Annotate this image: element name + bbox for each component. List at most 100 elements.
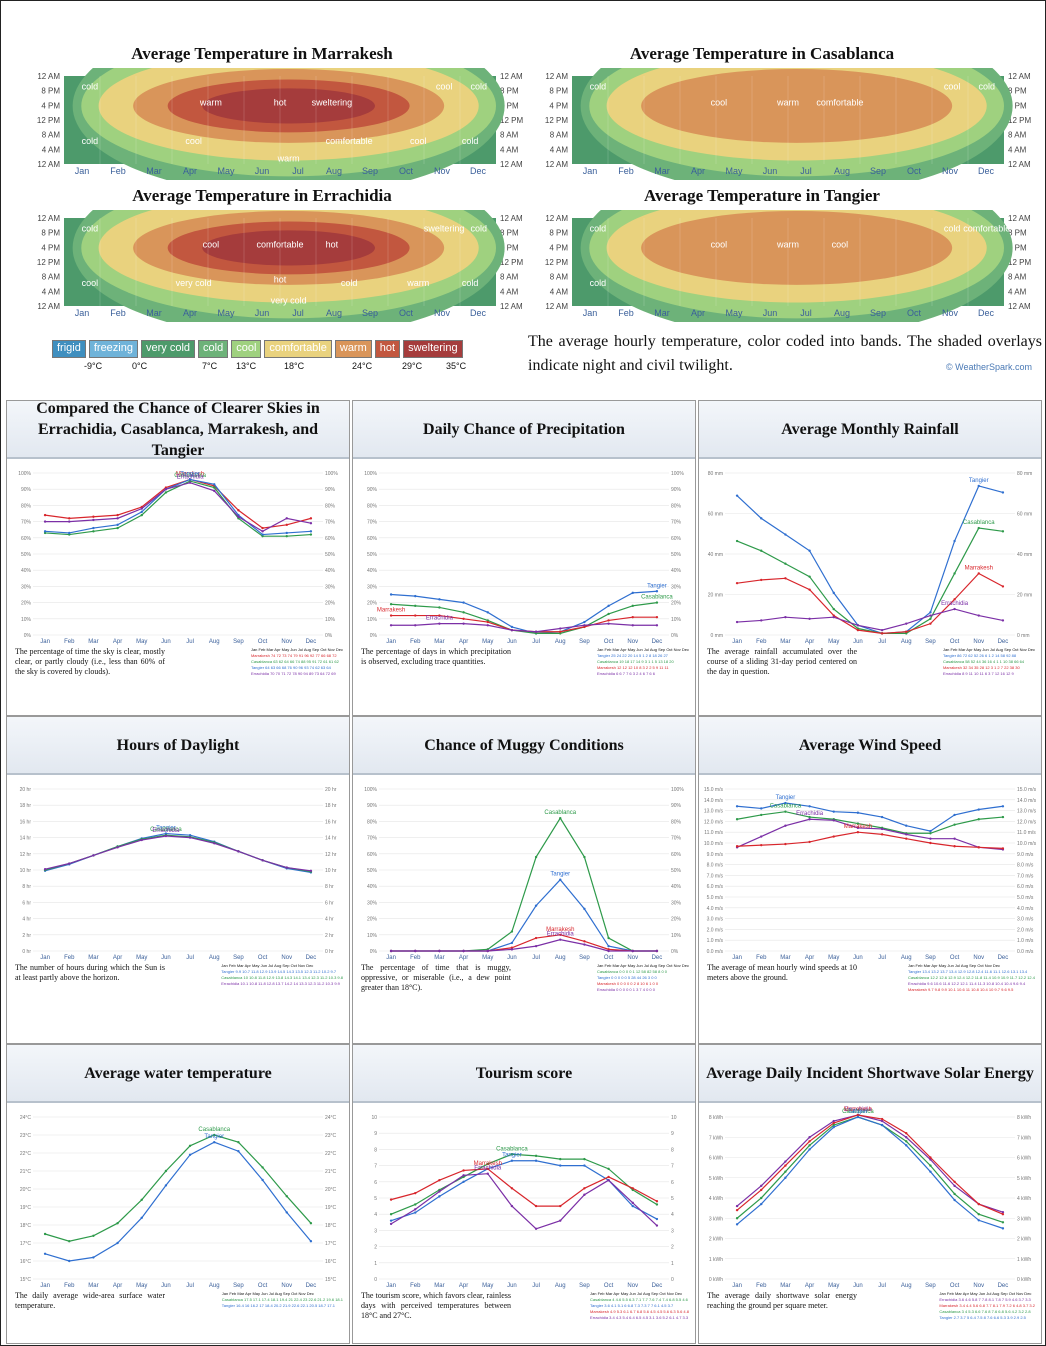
x-tick-label: Oct	[604, 639, 614, 645]
y-tick-label: 14.0 m/s	[1017, 798, 1037, 804]
x-tick-label: Jul	[532, 955, 540, 961]
y-tick-label: 12 hr	[325, 852, 337, 858]
data-point	[486, 624, 489, 627]
data-point	[953, 1198, 956, 1202]
series-label: Errachidia	[152, 828, 180, 834]
x-tick-label: Mar	[780, 955, 790, 961]
weatherspark-credit[interactable]: © WeatherSpark.com	[946, 362, 1032, 372]
y-tick-label: 12 hr	[20, 852, 32, 858]
data-point	[735, 494, 739, 497]
x-tick-label: Aug	[555, 639, 566, 645]
data-point	[977, 526, 980, 530]
data-point	[583, 907, 586, 911]
legend-tick: 7°C	[202, 361, 218, 371]
y-tick-label: 50%	[367, 552, 378, 558]
band-label: cold	[470, 82, 487, 92]
data-point	[929, 614, 932, 617]
data-point	[832, 1121, 835, 1125]
data-point	[784, 842, 787, 846]
data-point	[832, 607, 835, 611]
y-tick-right: 12 AM	[1008, 214, 1031, 223]
month-tick: Jan	[583, 308, 598, 318]
month-tick: Oct	[907, 166, 922, 176]
y-tick-left: 8 PM	[549, 229, 568, 238]
data-point	[438, 614, 441, 617]
x-tick-label: Apr	[459, 955, 468, 961]
x-tick-label: Nov	[281, 955, 292, 961]
data-point	[929, 829, 932, 833]
data-point	[188, 481, 192, 484]
month-tick: Jul	[800, 166, 812, 176]
x-tick-label: Oct	[258, 955, 268, 961]
data-point	[832, 819, 835, 822]
y-tick-right: 4 PM	[1008, 243, 1027, 252]
y-tick-label: 20 mm	[708, 593, 723, 599]
y-tick-label: 10.0 m/s	[1017, 841, 1037, 847]
data-point	[583, 1164, 586, 1167]
series-line	[45, 478, 311, 536]
y-tick-right: 4 AM	[1008, 145, 1027, 154]
data-point	[735, 1223, 739, 1226]
y-tick-left: 8 PM	[549, 87, 568, 96]
line-chart: 0.0 m/s 0.0 m/s 1.0 m/s 1.0 m/s 2.0 m/s 2.0 m…	[704, 787, 1037, 961]
data-point	[905, 622, 908, 625]
panel-title: Average Wind Speed	[699, 717, 1041, 775]
data-point	[309, 517, 313, 520]
series-label: Marrakesh	[377, 608, 405, 614]
y-tick-label: 50%	[671, 868, 682, 874]
data-point	[808, 1140, 811, 1143]
data-point	[261, 533, 264, 536]
band-label: warm	[406, 278, 429, 288]
y-tick-label: 20%	[367, 601, 378, 607]
y-tick-label: 2.0 m/s	[707, 927, 724, 933]
y-tick-label: 5	[671, 1196, 674, 1202]
y-tick-label: 18 hr	[325, 803, 337, 809]
x-tick-label: Nov	[281, 639, 292, 645]
x-tick-label: Oct	[604, 955, 614, 961]
series-label: Tangier	[204, 1134, 224, 1140]
series-label: Marrakesh	[844, 1107, 872, 1113]
data-point	[438, 1190, 441, 1193]
data-point	[607, 622, 610, 625]
table-row: Marrakesh 12 12 12 10 8 3 2 2 5 9 11 11	[596, 665, 669, 670]
band-label: cold	[82, 224, 99, 234]
x-tick-label: Jan	[40, 639, 50, 645]
y-tick-label: 0 kWh	[1017, 1277, 1031, 1283]
data-point	[880, 632, 884, 635]
y-tick-label: 0 hr	[22, 949, 31, 955]
y-tick-label: 5 kWh	[1017, 1176, 1031, 1182]
y-tick-label: 0 mm	[1017, 633, 1030, 639]
y-tick-label: 3.0 m/s	[1017, 917, 1034, 923]
table-row: Errachidia 70 70 71 72 78 90 94 89 73 64…	[250, 671, 336, 676]
data-point	[462, 601, 465, 604]
y-tick-left: 12 AM	[37, 214, 60, 223]
x-tick-label: Feb	[410, 639, 421, 645]
data-point	[808, 617, 811, 620]
table-row: Tangier 3.6 4.1 5.1 6 6.8 7.3 7.3 7 7 6.…	[590, 1303, 674, 1308]
y-tick-right: 4 AM	[500, 287, 519, 296]
y-tick-label: 6 kWh	[1017, 1156, 1031, 1162]
data-point	[735, 805, 739, 808]
y-tick-label: 10%	[671, 617, 682, 623]
table-row: Errachidia 0 0 0 0 0 1 3 7 4 0 0 0	[596, 987, 655, 992]
y-tick-label: 3.0 m/s	[707, 917, 724, 923]
data-point	[389, 603, 393, 606]
data-point	[784, 577, 787, 580]
y-tick-right: 12 PM	[1008, 258, 1031, 267]
data-point	[583, 620, 586, 624]
summary-table: Jan Feb Mar Apr May Jun Jul Aug Sep Oct …	[221, 963, 343, 987]
series-label: Casablanca	[641, 595, 673, 601]
table-header: Jan Feb Mar Apr May Jun Jul Aug Sep Oct …	[250, 647, 343, 652]
data-point	[261, 1178, 264, 1182]
y-tick-left: 4 AM	[550, 145, 569, 154]
data-point	[237, 515, 240, 518]
data-point	[534, 1227, 538, 1230]
y-tick-right: 8 AM	[500, 131, 519, 140]
x-tick-label: Jun	[853, 1283, 863, 1289]
y-tick-label: 90%	[21, 487, 32, 493]
y-tick-label: 80%	[671, 819, 682, 825]
data-point	[1001, 619, 1005, 622]
y-tick-left: 12 AM	[545, 214, 568, 223]
series-line	[736, 1116, 1004, 1229]
data-point	[760, 517, 763, 520]
